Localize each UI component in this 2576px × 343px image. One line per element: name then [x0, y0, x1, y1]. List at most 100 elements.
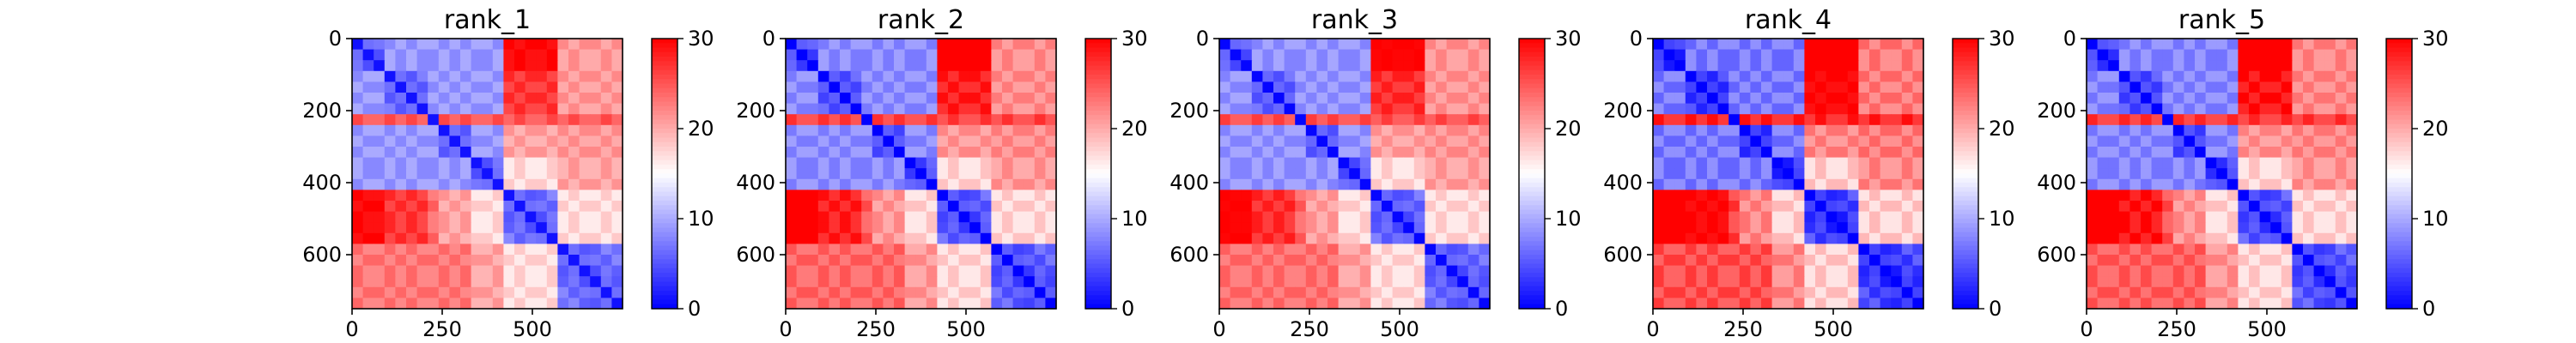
- heatmap-cell: [2292, 103, 2304, 115]
- heatmap-cell: [384, 232, 396, 244]
- heatmap-cell: [861, 70, 873, 82]
- heatmap-cell: [460, 178, 472, 190]
- heatmap-cell: [1783, 114, 1795, 126]
- heatmap-cell: [1034, 244, 1046, 256]
- heatmap-cell: [1349, 49, 1361, 61]
- heatmap-cell: [460, 124, 472, 136]
- heatmap-cell: [568, 190, 580, 202]
- heatmap-cell: [1370, 276, 1382, 288]
- heatmap-cell: [1002, 244, 1014, 256]
- heatmap-cell: [894, 178, 906, 190]
- heatmap-cell: [1436, 190, 1448, 202]
- heatmap-cell: [2097, 244, 2109, 256]
- panel-title: rank_4: [1745, 5, 1832, 35]
- heatmap-cell: [406, 178, 418, 190]
- heatmap-cell: [1284, 114, 1296, 126]
- heatmap-cell: [1653, 168, 1665, 180]
- heatmap-cell: [2335, 244, 2347, 256]
- heatmap-cell: [590, 244, 602, 256]
- heatmap-cell: [2227, 93, 2239, 105]
- heatmap-cell: [1284, 286, 1296, 298]
- heatmap-cell: [1761, 265, 1773, 277]
- heatmap-cell: [980, 211, 992, 223]
- heatmap-cell: [1446, 93, 1458, 105]
- heatmap-cell: [514, 244, 526, 256]
- heatmap-cell: [546, 81, 558, 93]
- heatmap-cell: [1457, 244, 1469, 256]
- heatmap-cell: [1241, 60, 1253, 72]
- heatmap-cell: [2227, 135, 2239, 147]
- heatmap-cell: [611, 222, 623, 234]
- colorbar-step: [1085, 286, 1111, 292]
- heatmap-cell: [2249, 157, 2261, 169]
- heatmap-cell: [1446, 222, 1458, 234]
- heatmap-cell: [1284, 190, 1296, 202]
- heatmap-cell: [1739, 244, 1751, 256]
- colorbar-step: [1085, 173, 1111, 179]
- heatmap-cell: [1251, 211, 1263, 223]
- heatmap-cell: [915, 93, 927, 105]
- heatmap-cell: [2141, 39, 2153, 51]
- heatmap-cell: [1403, 244, 1415, 256]
- heatmap-cell: [1024, 114, 1036, 126]
- heatmap-cell: [1869, 211, 1881, 223]
- colorbar-step: [652, 43, 677, 49]
- heatmap-cell: [1284, 124, 1296, 136]
- heatmap-cell: [2227, 70, 2239, 82]
- heatmap-cell: [1002, 168, 1014, 180]
- heatmap-cell: [1847, 70, 1859, 82]
- heatmap-cell: [1750, 103, 1762, 115]
- heatmap-cell: [883, 103, 895, 115]
- heatmap-cell: [449, 298, 461, 310]
- heatmap-cell: [1467, 103, 1479, 115]
- colorbar-step: [1519, 205, 1545, 211]
- heatmap-cell: [786, 157, 798, 169]
- heatmap-cell: [1793, 81, 1805, 93]
- heatmap-cell: [2227, 232, 2239, 244]
- heatmap-cell: [2270, 201, 2282, 213]
- heatmap-cell: [1012, 135, 1024, 147]
- heatmap-cell: [1750, 265, 1762, 277]
- heatmap-cell: [1717, 211, 1729, 223]
- heatmap-cell: [850, 222, 862, 234]
- heatmap-cell: [2227, 124, 2239, 136]
- heatmap-cell: [1002, 157, 1014, 169]
- heatmap-cell: [600, 232, 612, 244]
- heatmap-cell: [948, 70, 960, 82]
- heatmap-cell: [1663, 39, 1675, 51]
- heatmap-cell: [557, 147, 569, 159]
- colorbar-tick-label: 20: [1121, 117, 1148, 141]
- heatmap-cell: [362, 60, 374, 72]
- heatmap-cell: [1392, 135, 1404, 147]
- heatmap-cell: [2227, 157, 2239, 169]
- colorbar-step: [652, 151, 677, 157]
- colorbar-step: [652, 101, 677, 107]
- heatmap-cell: [1034, 81, 1046, 93]
- heatmap-cell: [1316, 201, 1328, 213]
- heatmap-cell: [786, 211, 798, 223]
- heatmap-cell: [590, 135, 602, 147]
- heatmap-cell: [471, 244, 483, 256]
- heatmap-cell: [590, 93, 602, 105]
- colorbar-step: [1953, 147, 1978, 152]
- heatmap-cell: [1826, 114, 1838, 126]
- heatmap-cell: [915, 124, 927, 136]
- heatmap-cell: [904, 232, 916, 244]
- colorbar-step: [1519, 165, 1545, 170]
- heatmap-cell: [460, 286, 472, 298]
- heatmap-cell: [883, 60, 895, 72]
- heatmap-cell: [937, 286, 949, 298]
- heatmap-cell: [1696, 244, 1708, 256]
- y-tick-label: 0: [329, 27, 342, 51]
- heatmap-cell: [1392, 60, 1404, 72]
- heatmap-cell: [2227, 276, 2239, 288]
- heatmap-cell: [969, 298, 981, 310]
- heatmap-cell: [1653, 232, 1665, 244]
- heatmap-cell: [1338, 168, 1350, 180]
- heatmap-cell: [829, 265, 841, 277]
- heatmap-cell: [1804, 211, 1816, 223]
- colorbar-tick-label: 0: [688, 297, 701, 321]
- heatmap-cell: [1653, 147, 1665, 159]
- heatmap-cell: [428, 70, 440, 82]
- heatmap-cell: [2195, 190, 2207, 202]
